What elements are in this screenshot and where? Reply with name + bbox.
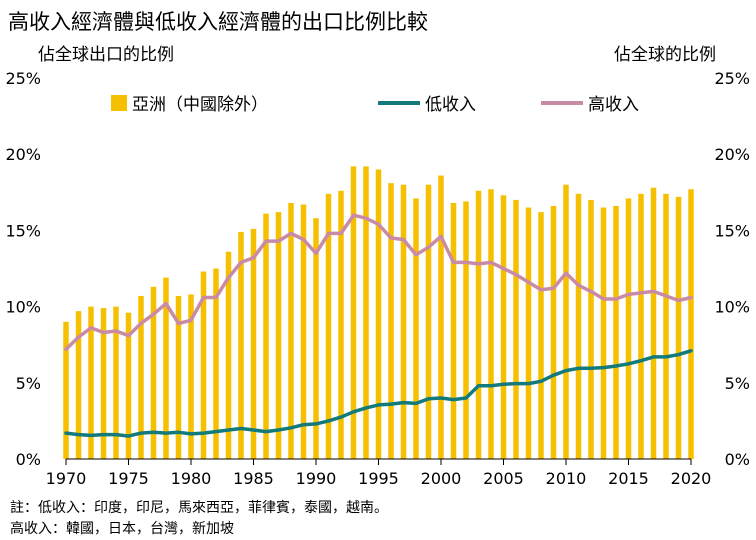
- bar-2014: [613, 206, 619, 459]
- y-tick-label-right: 20%: [714, 145, 750, 164]
- bar-1978: [163, 277, 169, 459]
- bar-1972: [88, 306, 94, 459]
- bar-2007: [525, 207, 532, 459]
- bar-2011: [575, 193, 582, 459]
- bar-2006: [513, 199, 519, 460]
- bar-1988: [288, 202, 294, 459]
- bar-2008: [538, 212, 544, 459]
- bar-1989: [300, 204, 307, 459]
- x-tick-label: 1990: [296, 469, 337, 488]
- bar-series: [63, 166, 694, 460]
- bar-1987: [275, 212, 282, 459]
- left-axis-title: 佔全球出口的比例: [38, 45, 174, 65]
- y-tick-label-right: 15%: [714, 221, 750, 240]
- bar-1996: [388, 183, 394, 459]
- bar-2015: [625, 198, 632, 459]
- y-tick-label-left: 10%: [5, 298, 41, 317]
- bar-2010: [563, 184, 569, 459]
- x-tick-label: 1980: [171, 469, 212, 488]
- note-high-income: 高收入：韓國，日本，台灣，新加坡: [10, 521, 234, 537]
- line-high-income: [64, 213, 693, 352]
- bar-1994: [363, 166, 369, 459]
- bar-1971: [75, 311, 82, 459]
- bar-1981: [200, 271, 207, 459]
- bar-1973: [100, 308, 107, 459]
- legend-label-high: 高收入: [588, 95, 639, 115]
- bar-1980: [188, 294, 194, 459]
- bar-1995: [375, 169, 382, 459]
- bar-2016: [638, 193, 644, 459]
- bar-1977: [150, 286, 157, 459]
- bar-2012: [588, 199, 594, 460]
- axes: 1970 1975 1980 1985 1990 1995 2000 2005 2010 2015…: [5, 69, 750, 488]
- bar-1974: [113, 306, 119, 459]
- legend: 亞洲（中國除外） 低收入 高收入: [111, 95, 639, 115]
- bar-1975: [125, 312, 132, 459]
- bar-2018: [663, 193, 669, 459]
- legend-label-low: 低收入: [425, 95, 476, 115]
- line-series: [64, 213, 693, 438]
- bar-2019: [675, 196, 682, 459]
- bar-2013: [600, 207, 607, 459]
- bar-1979: [175, 295, 182, 459]
- chart-title: 高收入經濟體與低收入經濟體的出口比例比較: [8, 10, 428, 34]
- bar-1997: [400, 184, 407, 459]
- bar-2000: [438, 175, 444, 459]
- bar-2020: [688, 189, 694, 459]
- right-axis-title: 佔全球的比例: [614, 45, 716, 65]
- x-tick-label: 1975: [108, 469, 149, 488]
- bar-1999: [425, 184, 432, 459]
- y-tick-label-right: 5%: [725, 374, 750, 393]
- x-tick-label: 1970: [46, 469, 87, 488]
- bar-1986: [263, 213, 269, 459]
- y-tick-label-left: 25%: [5, 69, 41, 88]
- bar-1983: [225, 251, 232, 459]
- bar-1990: [313, 218, 319, 459]
- bar-2003: [475, 190, 482, 459]
- y-tick-label-left: 20%: [5, 145, 41, 164]
- bar-1970: [63, 321, 69, 459]
- bar-2005: [500, 195, 507, 459]
- bar-2017: [650, 187, 657, 459]
- bar-2009: [550, 206, 557, 459]
- bar-1991: [325, 193, 332, 459]
- bar-1992: [338, 190, 344, 459]
- bar-1985: [250, 228, 257, 459]
- bar-2002: [463, 201, 469, 459]
- x-tick-label: 2020: [671, 469, 712, 488]
- bar-1998: [413, 198, 419, 459]
- x-tick-label: 2010: [546, 469, 587, 488]
- x-tick-label: 2005: [483, 469, 524, 488]
- legend-swatch-asia: [111, 95, 127, 111]
- line-low-income: [64, 349, 693, 438]
- note-low-income: 註：低收入：印度，印尼，馬來西亞，菲律賓，泰國，越南。: [10, 500, 388, 516]
- y-tick-label-right: 10%: [714, 298, 750, 317]
- y-tick-label-right: 0%: [725, 450, 750, 469]
- x-tick-label: 2015: [608, 469, 649, 488]
- x-tick-label: 1995: [358, 469, 399, 488]
- bar-1982: [213, 268, 219, 459]
- y-tick-label-left: 0%: [16, 450, 41, 469]
- legend-label-asia: 亞洲（中國除外）: [132, 95, 268, 115]
- y-tick-label-left: 15%: [5, 221, 41, 240]
- x-tick-label: 2000: [421, 469, 462, 488]
- y-tick-label-left: 5%: [16, 374, 41, 393]
- bar-1976: [138, 295, 144, 459]
- bar-2004: [488, 189, 494, 459]
- y-tick-label-right: 25%: [714, 69, 750, 88]
- bar-2001: [450, 202, 457, 459]
- x-tick-label: 1985: [233, 469, 274, 488]
- bar-1984: [238, 231, 244, 459]
- bar-1993: [350, 166, 357, 459]
